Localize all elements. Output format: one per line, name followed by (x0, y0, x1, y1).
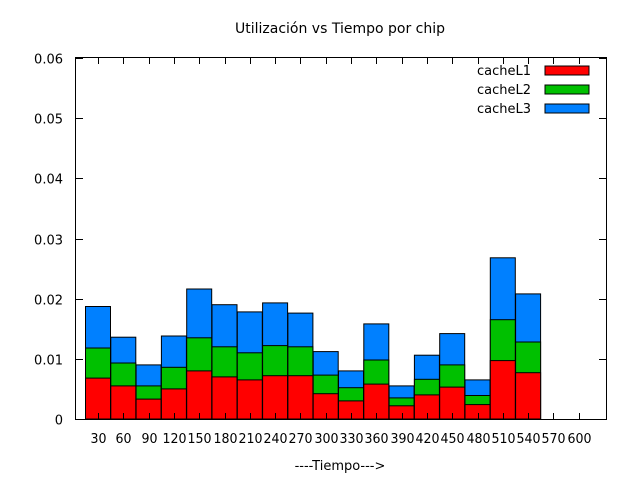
x-tick-label: 90 (142, 432, 158, 447)
legend-swatch-cacheL3 (544, 103, 590, 114)
x-tick-label: 270 (289, 432, 313, 447)
x-tick-label: 420 (416, 432, 440, 447)
bar-cacheL1-540 (515, 372, 542, 420)
bars-layer (85, 257, 542, 420)
legend-swatch-cacheL2 (544, 84, 590, 95)
y-tick-label: 0.03 (34, 234, 63, 249)
x-tick-label: 540 (517, 432, 541, 447)
x-tick-label: 180 (214, 432, 238, 447)
y-tick-label: 0.05 (34, 113, 63, 128)
y-tick-label: 0.02 (34, 294, 63, 309)
x-tick-label: 60 (116, 432, 132, 447)
x-axis: 30 60 90 120 150 180 210 240 270 300 330 360 390 420 4… (91, 58, 592, 447)
x-tick-label: 120 (163, 432, 187, 447)
legend-label-cacheL2: cacheL2 (477, 83, 531, 98)
legend-label-cacheL1: cacheL1 (477, 64, 531, 79)
x-tick-label: 600 (568, 432, 592, 447)
x-tick-label: 570 (542, 432, 566, 447)
bar-cacheL1-510 (489, 360, 516, 420)
legend: cacheL1 cacheL2 cacheL3 (477, 64, 590, 117)
chart-title: Utilización vs Tiempo por chip (235, 21, 445, 37)
bar-cacheL1-120 (160, 388, 187, 420)
legend-label-cacheL3: cacheL3 (477, 102, 531, 117)
y-axis: 0 0.01 0.02 0.03 0.04 0.05 0.06 (34, 53, 606, 429)
x-axis-label: ----Tiempo---> (295, 459, 386, 474)
x-tick-label: 150 (188, 432, 212, 447)
x-tick-label: 510 (492, 432, 516, 447)
bar-cacheL1-300 (312, 393, 339, 420)
x-tick-label: 450 (441, 432, 465, 447)
bar-cacheL1-420 (413, 394, 440, 420)
x-tick-label: 390 (391, 432, 415, 447)
x-tick-label: 330 (340, 432, 364, 447)
y-tick-label: 0.01 (34, 354, 63, 369)
x-tick-label: 300 (315, 432, 339, 447)
bar-cacheL1-240 (262, 375, 289, 420)
x-tick-label: 210 (239, 432, 263, 447)
bar-cacheL1-390 (388, 405, 415, 420)
y-tick-label: 0 (55, 414, 63, 429)
x-tick-label: 240 (264, 432, 288, 447)
x-tick-label: 360 (365, 432, 389, 447)
bar-cacheL1-210 (236, 379, 263, 420)
bar-cacheL1-270 (287, 375, 314, 420)
bar-cacheL1-150 (186, 370, 213, 420)
bar-cacheL1-180 (211, 376, 238, 420)
bar-cacheL1-480 (464, 404, 491, 420)
y-tick-label: 0.06 (34, 53, 63, 68)
bar-cacheL1-30 (85, 377, 111, 420)
plot-frame (75, 57, 607, 420)
bar-cacheL1-90 (135, 398, 162, 420)
x-tick-label: 480 (467, 432, 491, 447)
x-tick-label: 30 (91, 432, 107, 447)
y-tick-label: 0.04 (34, 173, 63, 188)
legend-swatch-cacheL1 (544, 65, 590, 76)
